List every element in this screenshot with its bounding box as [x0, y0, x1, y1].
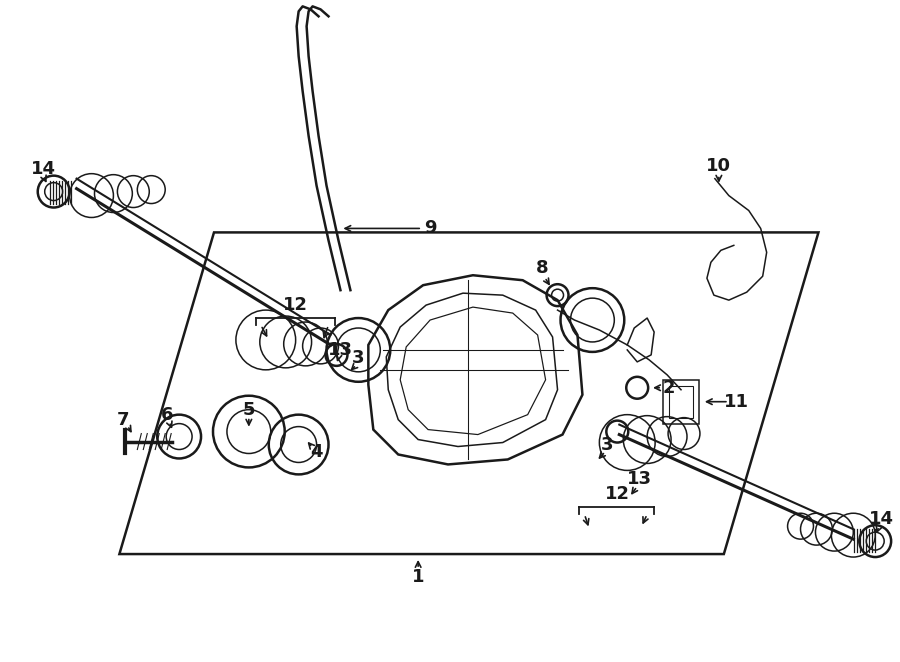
Text: 1: 1 [412, 568, 425, 586]
Text: 3: 3 [601, 436, 614, 453]
Text: 13: 13 [626, 471, 652, 489]
Text: 5: 5 [243, 401, 255, 418]
Text: 4: 4 [310, 444, 323, 461]
Text: 14: 14 [868, 510, 894, 528]
Text: 12: 12 [605, 485, 630, 503]
Text: 11: 11 [724, 393, 750, 410]
Text: 2: 2 [662, 379, 675, 397]
Text: 7: 7 [117, 410, 130, 428]
Bar [663, 380, 699, 424]
Text: 12: 12 [284, 296, 308, 314]
Bar [669, 386, 693, 418]
Text: 8: 8 [536, 260, 549, 277]
Text: 9: 9 [424, 219, 436, 238]
Text: 10: 10 [706, 157, 732, 175]
Text: 6: 6 [161, 406, 174, 424]
Text: 14: 14 [32, 160, 56, 177]
Text: 3: 3 [352, 349, 365, 367]
Text: 13: 13 [328, 341, 353, 359]
